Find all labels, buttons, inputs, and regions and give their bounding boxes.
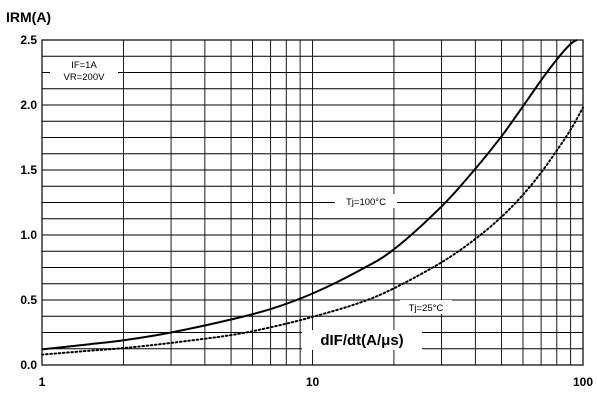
condition-if: IF=1A xyxy=(71,60,97,71)
y-tick-label: 1.5 xyxy=(20,163,37,177)
y-tick-label: 2.5 xyxy=(20,33,37,47)
x-axis-label-bg xyxy=(302,330,422,350)
chart-title: IRM(A) xyxy=(6,9,51,25)
y-tick-label: 2.0 xyxy=(20,98,37,112)
annotation-tj25-bg xyxy=(400,300,452,314)
x-axis-label: dIF/dt(A/μs) xyxy=(302,330,422,350)
annotation-tj100-label: Tj=100°C xyxy=(346,197,386,208)
condition-vr: VR=200V xyxy=(64,72,106,83)
annotation-tj100: Tj=100°C xyxy=(335,194,397,208)
series-line-0 xyxy=(41,39,578,351)
x-tick-label: 100 xyxy=(573,375,593,389)
y-tick-label: 0.0 xyxy=(20,358,37,372)
annotation-tj25-label: Tj=25°C xyxy=(409,303,444,314)
x-ticks: 1 10 100 xyxy=(39,375,594,389)
annotation-tj25: Tj=25°C xyxy=(400,300,452,314)
y-ticks: 0.0 0.5 1.0 1.5 2.0 2.5 xyxy=(20,33,37,372)
annotation-tj100-bg xyxy=(335,194,397,208)
series-layer xyxy=(41,39,584,356)
y-tick-label: 1.0 xyxy=(20,228,37,242)
x-axis-label-text: dIF/dt(A/μs) xyxy=(320,332,403,349)
x-tick-label: 10 xyxy=(306,375,320,389)
conditions-box-bg xyxy=(50,57,118,85)
x-tick-label: 1 xyxy=(39,375,46,389)
series-line-1 xyxy=(41,106,584,356)
y-tick-label: 0.5 xyxy=(20,293,37,307)
plot-frame xyxy=(41,39,584,366)
conditions-box: IF=1A VR=200V xyxy=(50,57,118,85)
